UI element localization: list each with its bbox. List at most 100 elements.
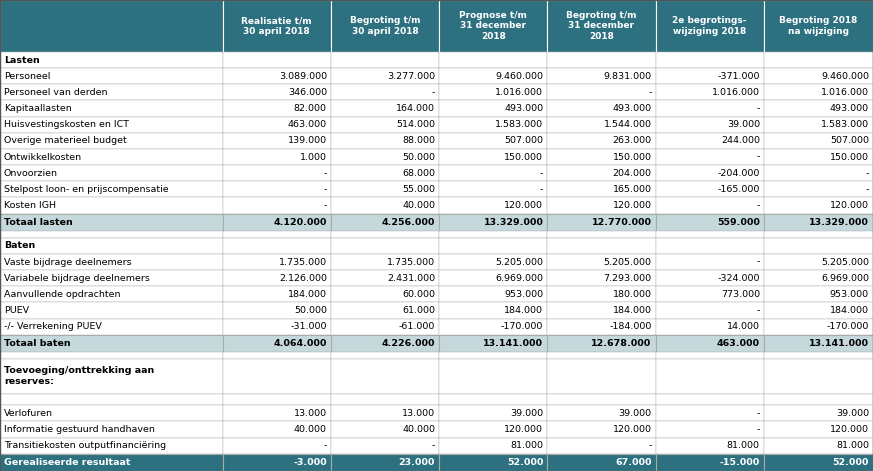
Text: 55.000: 55.000 xyxy=(402,185,435,194)
Text: 61.000: 61.000 xyxy=(402,306,435,315)
Bar xyxy=(764,335,873,352)
Text: Realisatie t/m
30 april 2018: Realisatie t/m 30 april 2018 xyxy=(242,16,312,36)
Text: 1.016.000: 1.016.000 xyxy=(711,88,760,97)
Text: -: - xyxy=(757,258,760,267)
Text: 953.000: 953.000 xyxy=(830,290,869,299)
Bar xyxy=(0,454,223,471)
Text: 1.583.000: 1.583.000 xyxy=(821,120,869,129)
Bar xyxy=(764,438,873,454)
Bar xyxy=(0,181,223,197)
Text: Stelpost loon- en prijscompensatie: Stelpost loon- en prijscompensatie xyxy=(4,185,168,194)
Text: -: - xyxy=(866,169,869,178)
Bar xyxy=(439,149,547,165)
Text: Onvoorzien: Onvoorzien xyxy=(4,169,58,178)
Text: 40.000: 40.000 xyxy=(402,201,435,210)
Text: -: - xyxy=(324,169,327,178)
Bar xyxy=(764,454,873,471)
Bar xyxy=(0,335,223,352)
Bar xyxy=(439,133,547,149)
Text: 493.000: 493.000 xyxy=(830,104,869,113)
Text: 68.000: 68.000 xyxy=(402,169,435,178)
Text: 39.000: 39.000 xyxy=(618,409,651,418)
Text: 120.000: 120.000 xyxy=(613,201,651,210)
Bar xyxy=(439,352,547,359)
Bar xyxy=(656,394,764,405)
Bar xyxy=(331,438,439,454)
Bar xyxy=(223,197,331,213)
Text: -: - xyxy=(324,185,327,194)
Bar xyxy=(656,52,764,68)
Bar xyxy=(656,359,764,394)
Bar xyxy=(439,117,547,133)
Text: -15.000: -15.000 xyxy=(719,458,760,467)
Text: Totaal lasten: Totaal lasten xyxy=(4,218,72,227)
Bar xyxy=(223,181,331,197)
Text: -: - xyxy=(757,201,760,210)
Text: -: - xyxy=(757,306,760,315)
Bar xyxy=(331,286,439,302)
Text: -: - xyxy=(757,153,760,162)
Bar xyxy=(331,454,439,471)
Bar xyxy=(439,165,547,181)
Text: 1.583.000: 1.583.000 xyxy=(495,120,543,129)
Text: Begroting t/m
30 april 2018: Begroting t/m 30 april 2018 xyxy=(350,16,420,36)
Text: 52.000: 52.000 xyxy=(507,458,543,467)
Text: 13.329.000: 13.329.000 xyxy=(484,218,543,227)
Bar xyxy=(439,231,547,238)
Bar xyxy=(439,394,547,405)
Bar xyxy=(547,84,656,100)
Text: Transitiekosten outputfinanciëring: Transitiekosten outputfinanciëring xyxy=(4,441,166,450)
Bar xyxy=(0,438,223,454)
Bar xyxy=(223,352,331,359)
Bar xyxy=(439,254,547,270)
Bar xyxy=(547,133,656,149)
Text: Ontwikkelkosten: Ontwikkelkosten xyxy=(4,153,82,162)
Text: 139.000: 139.000 xyxy=(288,137,327,146)
Bar xyxy=(547,149,656,165)
Bar xyxy=(223,359,331,394)
Bar xyxy=(764,213,873,231)
Bar xyxy=(656,335,764,352)
Bar xyxy=(547,359,656,394)
Text: 184.000: 184.000 xyxy=(288,290,327,299)
Bar xyxy=(0,52,223,68)
Bar xyxy=(331,352,439,359)
Text: 4.120.000: 4.120.000 xyxy=(273,218,327,227)
Text: 81.000: 81.000 xyxy=(836,441,869,450)
Bar xyxy=(0,422,223,438)
Bar xyxy=(764,133,873,149)
Text: 81.000: 81.000 xyxy=(727,441,760,450)
Text: 1.735.000: 1.735.000 xyxy=(387,258,435,267)
Bar xyxy=(547,335,656,352)
Bar xyxy=(547,52,656,68)
Text: 13.329.000: 13.329.000 xyxy=(809,218,869,227)
Bar xyxy=(0,270,223,286)
Bar xyxy=(764,422,873,438)
Bar xyxy=(0,405,223,422)
Text: 12.678.000: 12.678.000 xyxy=(591,339,651,348)
Bar xyxy=(331,213,439,231)
Bar xyxy=(439,197,547,213)
Text: 120.000: 120.000 xyxy=(613,425,651,434)
Text: -: - xyxy=(757,104,760,113)
Text: -170.000: -170.000 xyxy=(501,322,543,331)
Bar xyxy=(439,52,547,68)
Text: 2.126.000: 2.126.000 xyxy=(278,274,327,283)
Bar xyxy=(764,197,873,213)
Bar xyxy=(656,149,764,165)
Text: 150.000: 150.000 xyxy=(505,153,543,162)
Bar xyxy=(223,319,331,335)
Bar xyxy=(764,100,873,117)
Text: 4.256.000: 4.256.000 xyxy=(382,218,435,227)
Bar xyxy=(223,454,331,471)
Text: 40.000: 40.000 xyxy=(402,425,435,434)
Bar xyxy=(223,438,331,454)
Bar xyxy=(656,165,764,181)
Bar xyxy=(656,302,764,319)
Text: 52.000: 52.000 xyxy=(833,458,869,467)
Bar xyxy=(331,165,439,181)
Text: -165.000: -165.000 xyxy=(718,185,760,194)
Text: 60.000: 60.000 xyxy=(402,290,435,299)
Text: -184.000: -184.000 xyxy=(609,322,651,331)
Bar xyxy=(547,68,656,84)
